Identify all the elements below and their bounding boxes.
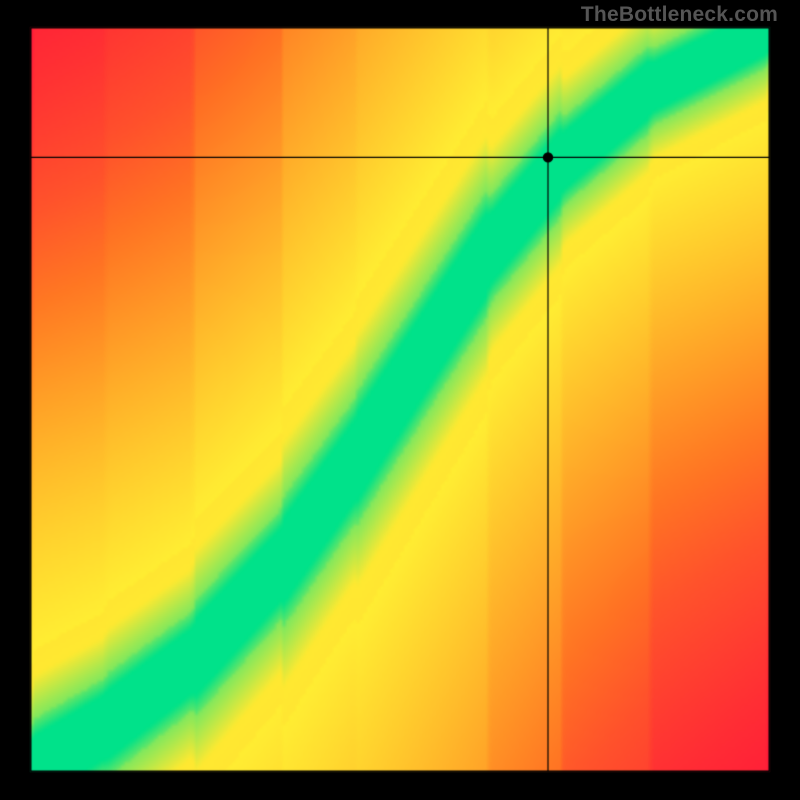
bottleneck-heatmap (0, 0, 800, 800)
